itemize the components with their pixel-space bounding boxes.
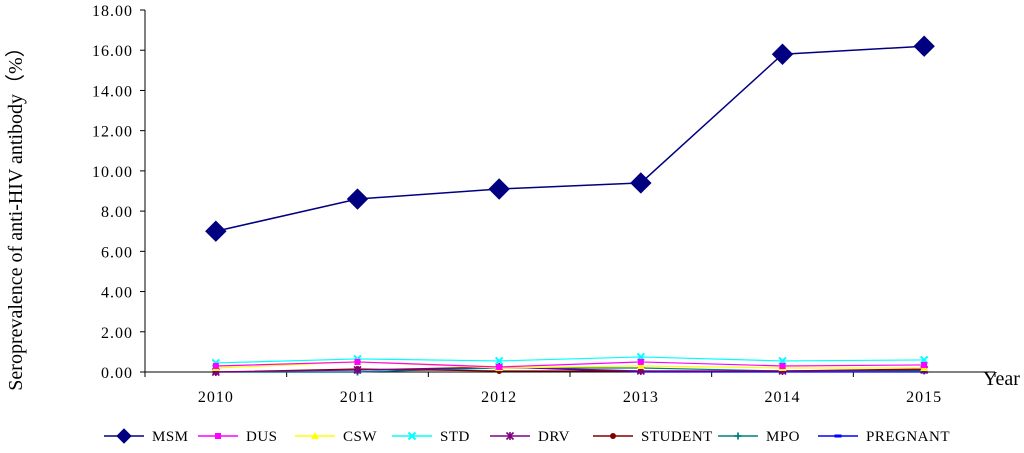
legend-label: DUS <box>246 429 278 445</box>
series-dus <box>212 358 928 370</box>
x-tick-label: 2011 <box>340 389 375 406</box>
data-point-msm <box>205 220 227 242</box>
data-point-dus <box>921 361 928 368</box>
series-line-dus <box>215 361 925 368</box>
legend-item-drv: DRV <box>490 429 570 445</box>
legend-item-mpo: MPO <box>718 429 800 445</box>
legend-marker <box>834 434 842 438</box>
data-point-dus <box>496 363 503 370</box>
data-point-msm <box>771 43 794 65</box>
y-tick-label: 10.00 <box>92 164 133 181</box>
legend-marker <box>116 428 132 444</box>
legend-marker <box>215 433 221 439</box>
y-axis-title: Seroprevalence of anti-HIV antibody（%） <box>4 37 27 390</box>
y-tick-label: 6.00 <box>101 244 133 261</box>
series-line-std <box>215 356 925 364</box>
series-msm <box>205 35 935 242</box>
legend-label: PREGNANT <box>866 429 950 445</box>
x-axis-title: Year <box>983 368 1020 390</box>
series-line-msm <box>215 45 925 232</box>
legend-item-msm: MSM <box>104 428 189 445</box>
legend-label: STD <box>440 429 470 445</box>
legend-item-dus: DUS <box>198 429 278 445</box>
x-tick-label: 2015 <box>906 389 942 406</box>
x-tick-label: 2010 <box>198 389 234 406</box>
x-tick-label: 2013 <box>623 389 659 406</box>
y-tick-label: 2.00 <box>101 325 133 342</box>
legend-item-std: STD <box>392 429 470 445</box>
x-tick-label: 2012 <box>481 389 517 406</box>
data-point-dus <box>212 362 219 369</box>
legend-item-student: STUDENT <box>593 429 713 445</box>
legend-item-pregnant: PREGNANT <box>818 429 950 445</box>
legend-marker <box>610 433 616 439</box>
data-point-drv <box>353 365 362 375</box>
legend-marker <box>505 431 515 441</box>
data-point-msm <box>913 35 935 57</box>
axes: 0.00 2.00 4.00 6.00 8.00 10.00 12.00 14.00 16.00… <box>92 3 996 406</box>
legend-marker <box>734 432 742 440</box>
series-line-drv <box>215 366 925 373</box>
legend-label: MSM <box>152 429 189 445</box>
data-point-msm <box>488 178 510 200</box>
data-point-dus <box>779 362 786 369</box>
legend-label: DRV <box>538 429 570 445</box>
y-tick-label: 4.00 <box>101 285 133 302</box>
plot-area <box>205 35 935 377</box>
data-point-msm <box>630 172 652 194</box>
data-point-std <box>494 356 504 366</box>
legend-marker <box>311 432 319 439</box>
data-point-dus <box>354 358 361 365</box>
y-tick-label: 0.00 <box>101 365 133 382</box>
legend-label: CSW <box>343 429 377 445</box>
x-tick-label: 2014 <box>765 389 801 406</box>
y-tick-label: 12.00 <box>92 124 133 141</box>
legend-label: MPO <box>766 429 800 445</box>
data-point-csw <box>636 361 645 369</box>
legend: MSM DUS CSW STD DRV STUDENT MPO PREGNANT <box>104 428 950 445</box>
legend-marker <box>407 431 417 441</box>
y-tick-label: 18.00 <box>92 3 133 20</box>
legend-item-csw: CSW <box>295 429 377 445</box>
data-point-dus <box>637 358 644 365</box>
y-tick-label: 14.00 <box>92 83 133 100</box>
data-point-msm <box>346 188 369 210</box>
legend-label: STUDENT <box>641 429 713 445</box>
y-tick-label: 8.00 <box>101 204 133 221</box>
y-tick-label: 16.00 <box>92 43 133 60</box>
